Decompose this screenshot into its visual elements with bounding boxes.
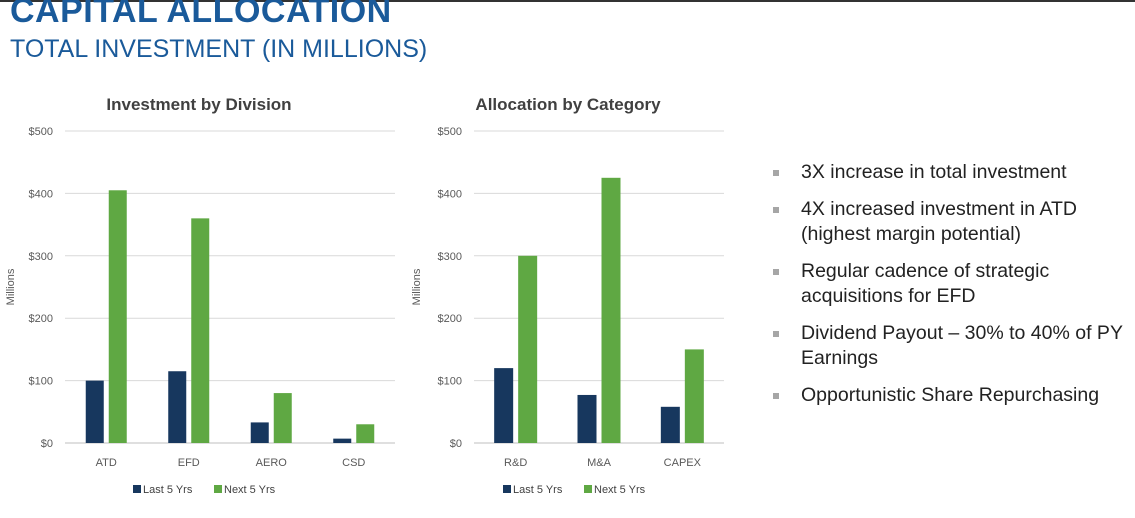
top-rule [0,0,1135,2]
y-tick-label: $400 [29,188,53,200]
bar [684,349,704,443]
legend-swatch [503,485,511,493]
square-bullet-icon [773,269,779,275]
chart-title: Investment by Division [106,95,291,114]
bar [577,394,597,443]
bullet-item: Opportunistic Share Repurchasing [770,383,1130,408]
legend-entry: Last 5 Yrs [513,484,563,496]
legend-swatch [133,485,141,493]
bullet-item: 3X increase in total investment [770,160,1130,185]
legend-entry: Last 5 Yrs [143,484,193,496]
bar [494,368,514,443]
bar [518,255,538,443]
legend-entry: Next 5 Yrs [594,484,646,496]
y-tick-label: $300 [29,251,53,263]
bullet-item: 4X increased investment in ATD (highest … [770,197,1130,247]
bullet-item: Regular cadence of strategic acquisition… [770,259,1130,309]
y-tick-label: $200 [29,313,53,325]
bar [191,218,210,443]
bar [356,424,375,443]
x-tick-label: R&D [504,457,527,469]
y-axis-label: Millions [5,268,17,305]
y-tick-label: $100 [438,376,462,388]
y-tick-label: $500 [438,126,462,138]
bar [108,190,127,443]
y-axis-label: Millions [411,268,423,305]
y-tick-label: $500 [29,126,53,138]
legend-swatch [584,485,592,493]
bullet-text: 3X increase in total investment [801,161,1067,183]
x-tick-label: ATD [96,457,117,469]
x-tick-label: CSD [342,457,365,469]
y-tick-label: $300 [438,251,462,263]
x-tick-label: M&A [587,457,612,469]
y-tick-label: $100 [29,376,53,388]
square-bullet-icon [773,207,779,213]
allocation-by-category-chart: Allocation by Category $0 $100 $200 $300 $400… [411,95,724,496]
x-tick-label: CAPEX [664,457,702,469]
bullet-text: Dividend Payout – 30% to 40% of PY Earni… [801,322,1123,369]
square-bullet-icon [773,170,779,176]
x-tick-label: AERO [256,457,288,469]
legend-swatch [214,485,222,493]
bullet-item: Dividend Payout – 30% to 40% of PY Earni… [770,321,1130,371]
bullet-text: Opportunistic Share Repurchasing [801,384,1100,406]
bar [660,406,680,443]
bar [333,438,352,443]
legend-entry: Next 5 Yrs [224,484,276,496]
page-subtitle: TOTAL INVESTMENT (IN MILLIONS) [10,35,428,63]
x-tick-label: EFD [178,457,200,469]
bar [273,393,292,443]
y-tick-label: $0 [41,438,53,450]
bar [250,422,269,443]
investment-by-division-chart: Investment by Division $0 $100 $200 $300 $400… [5,95,395,496]
page-title: CAPITAL ALLOCATION [10,0,392,30]
bar [168,371,187,443]
y-tick-label: $200 [438,313,462,325]
bullet-list: 3X increase in total investment 4X incre… [770,160,1130,420]
bullet-text: 4X increased investment in ATD (highest … [801,198,1078,245]
square-bullet-icon [773,331,779,337]
chart-title: Allocation by Category [475,95,661,114]
bullet-text: Regular cadence of strategic acquisition… [801,260,1050,307]
bar [85,380,104,443]
bar [601,177,621,444]
y-tick-label: $0 [450,438,462,450]
y-tick-label: $400 [438,188,462,200]
square-bullet-icon [773,393,779,399]
